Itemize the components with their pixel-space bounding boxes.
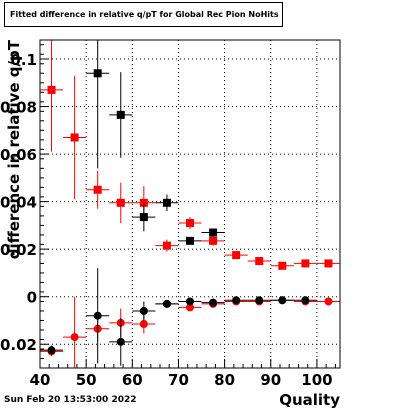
data-point <box>155 239 179 252</box>
data-point <box>293 296 317 305</box>
x-tick-label: 40 <box>30 371 51 389</box>
data-point <box>201 236 225 246</box>
data-point <box>178 303 202 312</box>
circle-marker <box>324 297 333 306</box>
data-point <box>86 40 110 169</box>
circle-marker <box>186 297 194 306</box>
series-circle-red <box>40 296 340 368</box>
circle-marker <box>209 298 218 307</box>
axis-ticks <box>39 44 336 369</box>
data-point <box>201 298 225 307</box>
x-tick-label: 60 <box>122 371 143 389</box>
y-tick-label: 0.08 <box>0 99 37 117</box>
circle-marker <box>186 303 194 312</box>
y-tick-label: 0.04 <box>0 194 37 212</box>
square-marker <box>232 251 241 260</box>
square-marker <box>116 198 125 207</box>
y-axis-label: difference in relative q/pT <box>5 39 23 259</box>
data-point <box>109 318 133 366</box>
square-marker <box>186 236 194 245</box>
data-point <box>40 345 64 355</box>
circle-marker <box>70 333 79 342</box>
data-point <box>270 296 294 305</box>
series-square-black <box>86 40 225 245</box>
x-tick-label: 100 <box>301 371 332 389</box>
data-point <box>155 299 179 308</box>
data-point <box>201 228 225 237</box>
data-point <box>270 261 294 270</box>
data-point <box>40 40 64 152</box>
circle-marker <box>93 311 102 320</box>
circle-marker <box>162 299 171 308</box>
square-marker <box>209 236 218 245</box>
series-circle-black <box>40 268 317 366</box>
square-marker <box>162 241 171 250</box>
data-point <box>178 217 202 229</box>
data-point <box>155 194 179 212</box>
data-points <box>40 40 340 368</box>
data-point <box>132 301 156 321</box>
data-point <box>63 75 87 200</box>
y-tick-label: 0.1 <box>10 51 37 69</box>
data-point <box>109 72 133 158</box>
data-point <box>178 236 202 245</box>
data-point <box>132 202 156 232</box>
square-marker <box>186 219 194 228</box>
x-axis-label: Quality <box>279 391 340 409</box>
data-point <box>316 259 340 268</box>
data-point <box>109 182 133 224</box>
data-point <box>86 268 110 364</box>
plot-frame <box>39 39 341 369</box>
x-tick-label: 90 <box>260 371 281 389</box>
data-point <box>86 170 110 209</box>
data-point <box>316 297 340 306</box>
data-point <box>178 297 202 306</box>
square-marker <box>209 228 218 237</box>
x-tick-label: 50 <box>76 371 97 389</box>
circle-marker <box>139 306 148 315</box>
square-marker <box>278 261 287 270</box>
data-point <box>247 257 271 266</box>
x-tick-label: 80 <box>214 371 235 389</box>
data-point <box>63 296 87 368</box>
square-marker <box>93 69 102 78</box>
square-marker <box>255 257 264 266</box>
square-marker <box>93 185 102 194</box>
square-marker <box>139 213 148 222</box>
circle-marker <box>278 296 287 305</box>
square-marker <box>162 198 171 207</box>
chart-title: Fitted difference in relative q/pT for G… <box>4 2 283 27</box>
circle-marker <box>255 296 264 305</box>
data-point <box>224 296 248 305</box>
data-point <box>247 296 271 305</box>
y-tick-label: 0 <box>27 289 37 307</box>
y-tick-label: -0.02 <box>0 336 37 354</box>
series-square-red <box>40 40 340 270</box>
square-marker <box>116 110 125 119</box>
circle-marker <box>116 337 125 346</box>
y-tick-label: 0.06 <box>0 146 37 164</box>
tick-labels: 40 50 60 70 80 90 100 -0.02 0 0.02 0.04 0.06 0.08 0.1 <box>0 51 333 389</box>
circle-marker <box>47 346 56 355</box>
circle-marker <box>139 320 148 329</box>
timestamp: Sun Feb 20 13:53:00 2022 <box>4 395 137 405</box>
circle-marker <box>232 296 241 305</box>
y-tick-label: 0.02 <box>0 241 37 259</box>
circle-marker <box>301 296 310 305</box>
square-marker <box>301 259 310 268</box>
grid <box>40 40 340 368</box>
square-marker <box>47 85 56 94</box>
data-point <box>224 251 248 260</box>
square-marker <box>70 133 79 142</box>
x-tick-label: 70 <box>168 371 189 389</box>
data-point <box>293 259 317 268</box>
square-marker <box>324 259 333 268</box>
